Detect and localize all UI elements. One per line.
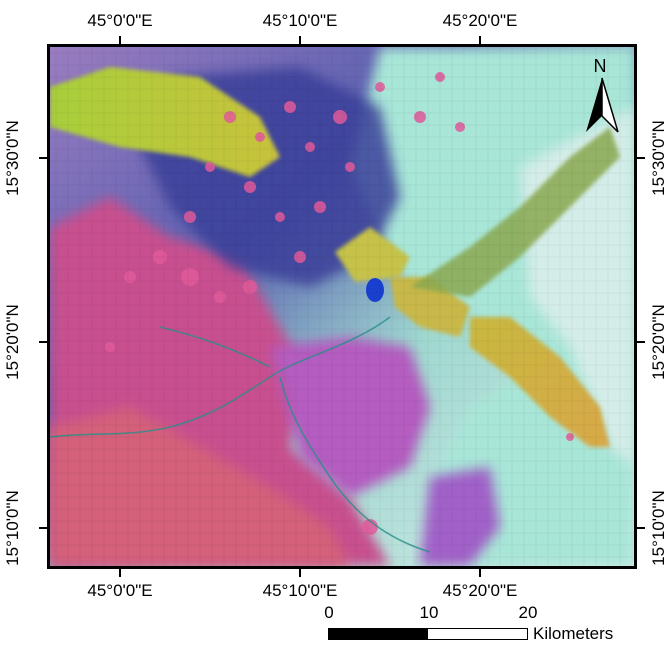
frame-tick	[39, 341, 48, 343]
scale-tick-10: 10	[419, 603, 439, 622]
scale-bar-white-segment	[428, 629, 527, 639]
image-texture	[50, 47, 634, 566]
right-latitude-label-15-10: 15°10'0"N	[649, 490, 668, 566]
scale-bar	[328, 628, 528, 640]
frame-tick	[479, 568, 481, 577]
frame-tick	[119, 36, 121, 45]
frame-tick	[299, 568, 301, 577]
scale-unit-label: Kilometers	[533, 624, 614, 643]
frame-tick	[39, 157, 48, 159]
false-color-satellite-image	[50, 47, 634, 566]
bottom-longitude-label-45-20: 45°20'0"E	[442, 581, 518, 600]
frame-tick	[636, 527, 645, 529]
top-longitude-label-45-10: 45°10'0"E	[262, 11, 338, 30]
top-longitude-label-45-00: 45°0'0"E	[87, 11, 153, 30]
bottom-longitude-label-45-10: 45°10'0"E	[262, 581, 338, 600]
scale-tick-20: 20	[518, 603, 538, 622]
frame-tick	[636, 157, 645, 159]
satellite-map-frame[interactable]	[47, 44, 637, 569]
right-latitude-label-15-30: 15°30'0"N	[649, 120, 668, 196]
frame-tick	[299, 36, 301, 45]
north-arrow-icon: N	[586, 56, 619, 133]
scale-tick-0: 0	[324, 603, 334, 622]
bottom-longitude-label-45-00: 45°0'0"E	[87, 581, 153, 600]
left-latitude-label-15-30: 15°30'0"N	[3, 120, 22, 196]
right-latitude-label-15-20: 15°20'0"N	[649, 304, 668, 380]
north-arrow-label: N	[594, 56, 607, 76]
left-latitude-label-15-20: 15°20'0"N	[3, 304, 22, 380]
scale-bar-black-segment	[329, 629, 428, 639]
frame-tick	[119, 568, 121, 577]
frame-tick	[479, 36, 481, 45]
frame-tick	[39, 527, 48, 529]
left-latitude-label-15-10: 15°10'0"N	[3, 490, 22, 566]
frame-tick	[636, 341, 645, 343]
north-arrow: N	[580, 54, 628, 144]
top-longitude-label-45-20: 45°20'0"E	[442, 11, 518, 30]
